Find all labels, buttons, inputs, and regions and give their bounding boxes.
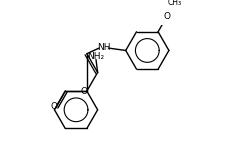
Text: O: O	[81, 87, 88, 96]
Text: O: O	[50, 102, 57, 111]
Text: CH₃: CH₃	[167, 0, 181, 7]
Text: NH₂: NH₂	[87, 52, 105, 61]
Text: NH: NH	[97, 43, 111, 52]
Text: O: O	[163, 12, 170, 21]
